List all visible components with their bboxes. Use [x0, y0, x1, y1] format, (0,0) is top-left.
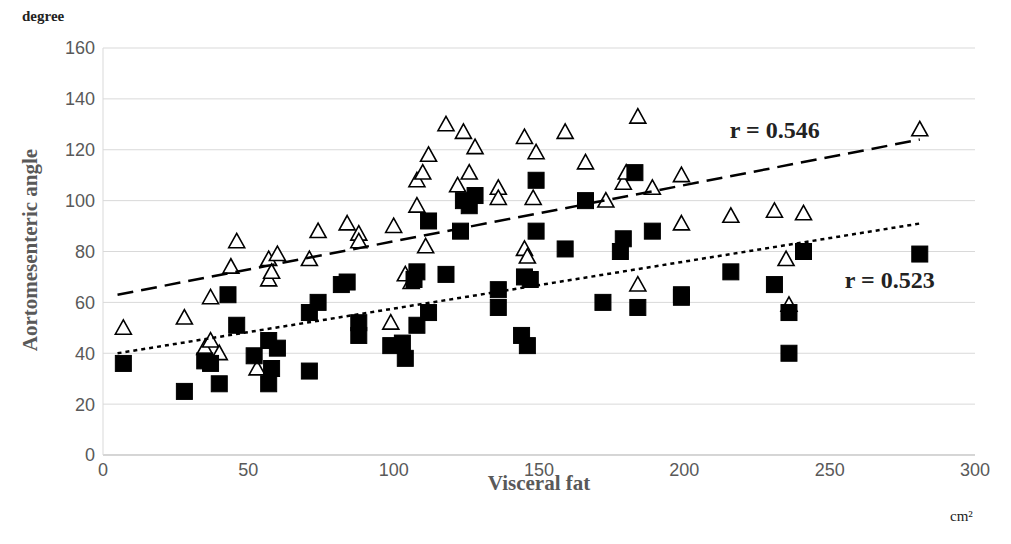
svg-text:300: 300 — [960, 460, 990, 480]
svg-text:80: 80 — [75, 242, 95, 262]
svg-text:50: 50 — [238, 460, 258, 480]
svg-text:0: 0 — [98, 460, 108, 480]
svg-text:r = 0.546: r = 0.546 — [730, 117, 820, 143]
svg-text:200: 200 — [669, 460, 699, 480]
svg-text:60: 60 — [75, 293, 95, 313]
svg-text:100: 100 — [65, 191, 95, 211]
svg-text:160: 160 — [65, 38, 95, 58]
svg-text:250: 250 — [815, 460, 845, 480]
svg-text:0: 0 — [85, 445, 95, 465]
svg-text:20: 20 — [75, 395, 95, 415]
svg-text:r = 0.523: r = 0.523 — [845, 267, 935, 293]
svg-text:140: 140 — [65, 89, 95, 109]
svg-text:40: 40 — [75, 344, 95, 364]
svg-text:120: 120 — [65, 140, 95, 160]
svg-text:100: 100 — [379, 460, 409, 480]
